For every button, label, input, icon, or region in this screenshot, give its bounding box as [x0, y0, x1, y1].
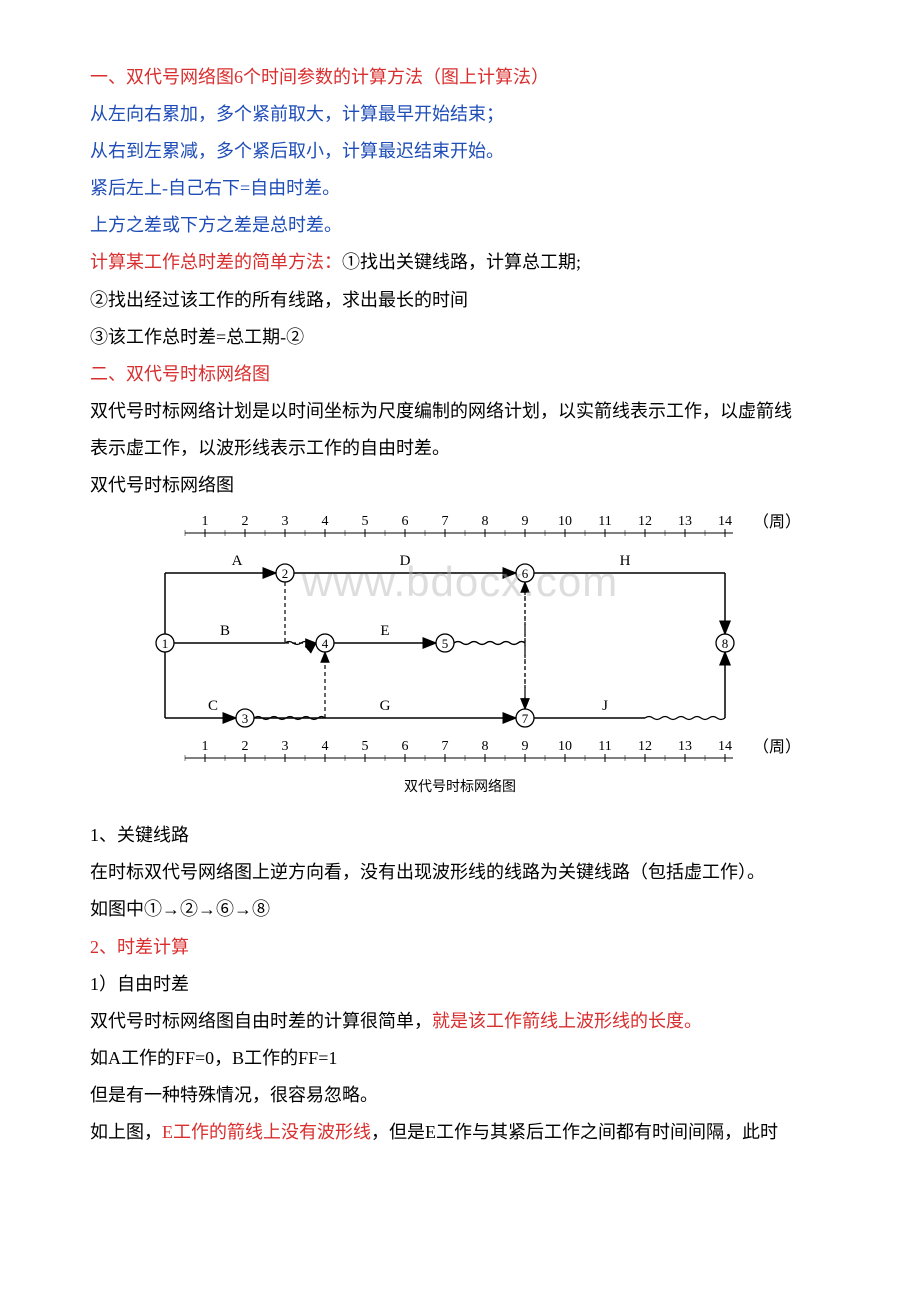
text-segment: 一、双代号网络图6个时间参数的计算方法（图上计算法）: [90, 67, 549, 87]
svg-text:J: J: [602, 698, 608, 714]
svg-text:6: 6: [522, 566, 529, 581]
svg-text:11: 11: [598, 514, 611, 529]
svg-text:G: G: [380, 698, 391, 714]
svg-text:3: 3: [282, 514, 289, 529]
text-segment: 如A工作的FF=0，B工作的FF=1: [90, 1048, 337, 1068]
svg-text:1: 1: [162, 636, 169, 651]
text-segment: 但是有一种特殊情况，很容易忽略。: [90, 1085, 378, 1105]
lines-line: 从左向右累加，多个紧前取大，计算最早开始结束；: [90, 97, 830, 132]
svg-text:5: 5: [442, 636, 449, 651]
svg-text:9: 9: [522, 514, 529, 529]
svg-text:8: 8: [722, 636, 729, 651]
svg-text:4: 4: [322, 739, 329, 754]
after_diagram-line: 1）自由时差: [90, 967, 830, 1002]
text-segment: 双代号时标网络图自由时差的计算很简单，: [90, 1011, 432, 1031]
svg-text:14: 14: [718, 739, 732, 754]
lines-line: 紧后左上-自己右下=自由时差。: [90, 171, 830, 206]
svg-text:10: 10: [558, 739, 572, 754]
svg-text:12: 12: [638, 514, 652, 529]
svg-text:（周）: （周）: [753, 738, 795, 756]
svg-text:2: 2: [242, 514, 249, 529]
text-segment: ①找出关键线路，计算总工期;: [342, 252, 581, 272]
lines-line: 计算某工作总时差的简单方法：①找出关键线路，计算总工期;: [90, 245, 830, 280]
lines-line: ③该工作总时差=总工期-②: [90, 320, 830, 355]
text-segment: 计算某工作总时差的简单方法：: [90, 252, 342, 272]
svg-text:13: 13: [678, 739, 692, 754]
text-segment: 双代号时标网络图: [90, 475, 234, 495]
text-segment: 如上图，: [90, 1122, 162, 1142]
svg-text:7: 7: [522, 711, 529, 726]
text-segment: 紧后左上-自己右下=自由时差。: [90, 178, 340, 198]
lines-line: ②找出经过该工作的所有线路，求出最长的时间: [90, 283, 830, 318]
svg-text:8: 8: [482, 514, 489, 529]
svg-text:A: A: [232, 553, 243, 569]
svg-text:B: B: [220, 623, 230, 639]
network-svg: 1234567891011121314（周）123456789101112131…: [125, 513, 795, 798]
svg-text:11: 11: [598, 739, 611, 754]
svg-text:D: D: [400, 553, 411, 569]
after_diagram-line: 1、关键线路: [90, 818, 830, 853]
svg-text:（周）: （周）: [753, 513, 795, 531]
after_diagram-line: 双代号时标网络图自由时差的计算很简单，就是该工作箭线上波形线的长度。: [90, 1004, 830, 1039]
svg-text:H: H: [620, 553, 631, 569]
text-segment: 如图中①→②→⑥→⑧: [90, 899, 270, 919]
svg-text:2: 2: [282, 566, 289, 581]
lines-line: 表示虚工作，以波形线表示工作的自由时差。: [90, 431, 830, 466]
svg-text:5: 5: [362, 739, 369, 754]
text-segment: 表示虚工作，以波形线表示工作的自由时差。: [90, 438, 450, 458]
after_diagram-line: 如上图，E工作的箭线上没有波形线，但是E工作与其紧后工作之间都有时间间隔，此时: [90, 1115, 830, 1150]
text-segment: 1）自由时差: [90, 974, 189, 994]
text-segment: ，但是E工作与其紧后工作之间都有时间间隔，此时: [371, 1122, 778, 1142]
svg-text:2: 2: [242, 739, 249, 754]
after_diagram-line: 2、时差计算: [90, 930, 830, 965]
lines-line: 双代号时标网络图: [90, 468, 830, 503]
text-segment: E工作的箭线上没有波形线: [162, 1122, 371, 1142]
text-segment: 双代号时标网络计划是以时间坐标为尺度编制的网络计划，以实箭线表示工作，以虚箭线: [90, 401, 792, 421]
svg-text:9: 9: [522, 739, 529, 754]
text-segment: ②找出经过该工作的所有线路，求出最长的时间: [90, 290, 468, 310]
text-segment: 2: [90, 937, 99, 957]
text-segment: 二、双代号时标网络图: [90, 364, 270, 384]
text-segment: 上方之差或下方之差是总时差。: [90, 215, 342, 235]
after_diagram-line: 如A工作的FF=0，B工作的FF=1: [90, 1041, 830, 1076]
svg-text:3: 3: [282, 739, 289, 754]
text-segment: 从右到左累减，多个紧后取小，计算最迟结束开始。: [90, 141, 504, 161]
svg-text:1: 1: [202, 514, 209, 529]
text-segment: ③该工作总时差=总工期-②: [90, 327, 304, 347]
after_diagram-line: 如图中①→②→⑥→⑧: [90, 892, 830, 927]
after_diagram-line: 在时标双代号网络图上逆方向看，没有出现波形线的线路为关键线路（包括虚工作）。: [90, 855, 830, 890]
svg-text:3: 3: [242, 711, 249, 726]
text-segment: 1、关键线路: [90, 825, 189, 845]
svg-text:14: 14: [718, 514, 732, 529]
after_diagram-line: 但是有一种特殊情况，很容易忽略。: [90, 1078, 830, 1113]
svg-text:5: 5: [362, 514, 369, 529]
lines-line: 二、双代号时标网络图: [90, 357, 830, 392]
svg-text:C: C: [208, 698, 218, 714]
lines-line: 双代号时标网络计划是以时间坐标为尺度编制的网络计划，以实箭线表示工作，以虚箭线: [90, 394, 830, 429]
svg-text:7: 7: [442, 514, 449, 529]
svg-text:双代号时标网络图: 双代号时标网络图: [404, 779, 516, 795]
svg-text:13: 13: [678, 514, 692, 529]
text-segment: 从左向右累加，多个紧前取大，计算最早开始结束；: [90, 104, 504, 124]
svg-text:E: E: [380, 623, 389, 639]
svg-text:1: 1: [202, 739, 209, 754]
text-segment: 就是该工作箭线上波形线的长度。: [432, 1011, 702, 1031]
svg-text:10: 10: [558, 514, 572, 529]
lines-line: 上方之差或下方之差是总时差。: [90, 208, 830, 243]
text-segment: 在时标双代号网络图上逆方向看，没有出现波形线的线路为关键线路（包括虚工作）。: [90, 862, 765, 882]
svg-text:12: 12: [638, 739, 652, 754]
text-segment: 、时差计算: [99, 937, 189, 957]
lines-line: 从右到左累减，多个紧后取小，计算最迟结束开始。: [90, 134, 830, 169]
lines-line: 一、双代号网络图6个时间参数的计算方法（图上计算法）: [90, 60, 830, 95]
svg-text:7: 7: [442, 739, 449, 754]
svg-text:4: 4: [322, 636, 329, 651]
svg-text:6: 6: [402, 514, 409, 529]
svg-text:6: 6: [402, 739, 409, 754]
svg-text:8: 8: [482, 739, 489, 754]
svg-text:4: 4: [322, 514, 329, 529]
network-diagram: www.bdocx.com 1234567891011121314（周）1234…: [90, 513, 830, 810]
